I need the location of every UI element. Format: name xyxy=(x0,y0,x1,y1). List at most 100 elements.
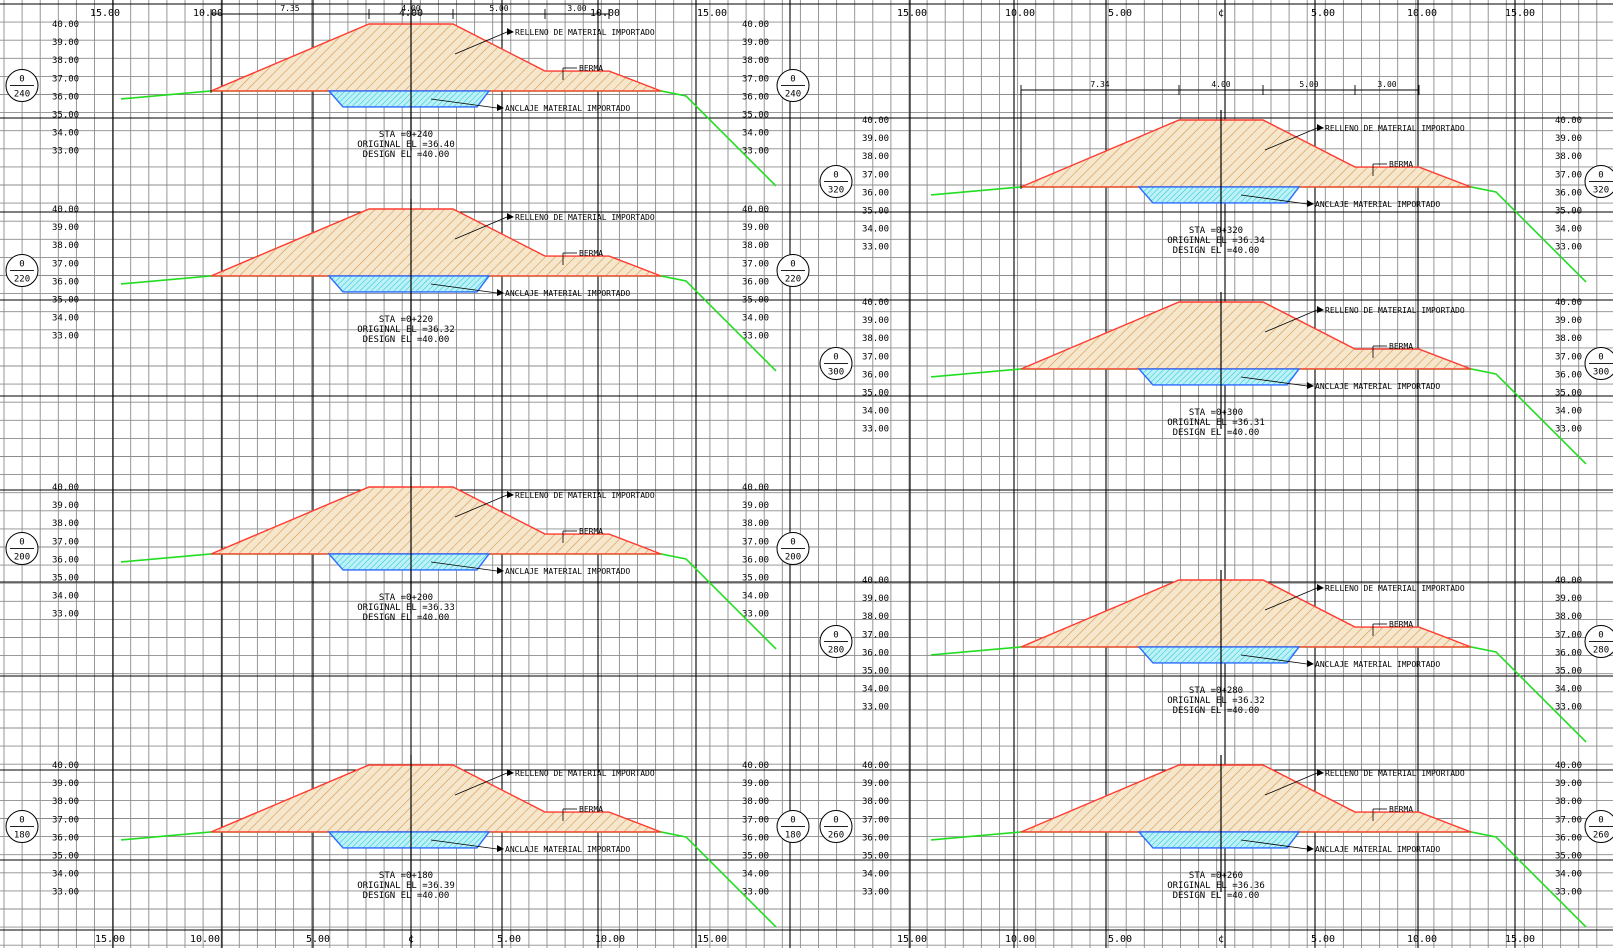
station-tag-bottom: 320 xyxy=(1593,186,1609,196)
axis-label: 10.00 xyxy=(193,8,223,19)
arrow-icon xyxy=(1307,659,1314,667)
elevation-label: 34.00 xyxy=(52,314,79,324)
berm-callout-label: BERMA xyxy=(1389,342,1413,351)
original-elevation-label: ORIGINAL EL =36.34 xyxy=(1167,236,1265,246)
elevation-label: 35.00 xyxy=(862,852,889,862)
axis-label: 10.00 xyxy=(1407,934,1437,945)
berm-callout-label: BERMA xyxy=(579,249,603,258)
design-elevation-label: DESIGN EL =40.00 xyxy=(363,891,450,901)
elevation-label: 39.00 xyxy=(742,501,769,511)
fill-callout-label: RELLENO DE MATERIAL IMPORTADO xyxy=(1325,306,1465,315)
elevation-label: 34.00 xyxy=(1555,870,1582,880)
elevation-label: 40.00 xyxy=(742,205,769,215)
station-tag-bottom: 220 xyxy=(785,275,801,285)
elevation-label: 33.00 xyxy=(742,610,769,620)
berm-callout-label: BERMA xyxy=(1389,805,1413,814)
station-label: STA =0+300 xyxy=(1189,408,1243,418)
elevation-label: 39.00 xyxy=(742,779,769,789)
axis-label: 5.00 xyxy=(1108,8,1132,19)
axis-label: ¢ xyxy=(1218,934,1224,945)
fill-body xyxy=(1020,579,1472,648)
elevation-label: 34.00 xyxy=(862,407,889,417)
station-tag-top: 0 xyxy=(790,75,795,85)
elevation-label: 40.00 xyxy=(52,761,79,771)
elevation-label: 39.00 xyxy=(1555,779,1582,789)
station-tag-bottom: 280 xyxy=(1593,646,1609,656)
axis-label: 15.00 xyxy=(897,8,927,19)
elevation-label: 35.00 xyxy=(862,667,889,677)
elevation-label: 36.00 xyxy=(1555,648,1582,658)
station-tag-bottom: 260 xyxy=(828,831,844,841)
axis-label: 15.00 xyxy=(897,934,927,945)
elevation-label: 38.00 xyxy=(742,56,769,66)
station-tag-top: 0 xyxy=(1598,171,1603,181)
axis-label: 5.00 xyxy=(1108,934,1132,945)
arrow-icon xyxy=(507,769,514,776)
elevation-label: 38.00 xyxy=(862,797,889,807)
fill-callout-label: RELLENO DE MATERIAL IMPORTADO xyxy=(1325,769,1465,778)
design-elevation-label: DESIGN EL =40.00 xyxy=(1173,246,1260,256)
elevation-label: 40.00 xyxy=(862,761,889,771)
cross-section: 40.00 40.00 39.00 39.00 38.00 38.00 37.00 37.00… xyxy=(819,80,1613,283)
cross-section: 40.00 40.00 39.00 39.00 38.00 38.00 37.00 37.00… xyxy=(5,477,810,650)
elevation-label: 34.00 xyxy=(742,870,769,880)
dimension-label: 5.00 xyxy=(489,4,508,13)
station-label: STA =0+220 xyxy=(379,315,433,325)
fill-callout-label: RELLENO DE MATERIAL IMPORTADO xyxy=(515,769,655,778)
elevation-label: 39.00 xyxy=(1555,134,1582,144)
elevation-label: 38.00 xyxy=(52,56,79,66)
original-elevation-label: ORIGINAL EL =36.36 xyxy=(1167,881,1265,891)
anchor-callout-leader xyxy=(430,98,498,109)
station-tag-bottom: 300 xyxy=(828,368,844,378)
elevation-label: 35.00 xyxy=(742,296,769,306)
elevation-label: 40.00 xyxy=(1555,116,1582,126)
dimension-label: 4.00 xyxy=(401,4,420,13)
elevation-label: 39.00 xyxy=(52,38,79,48)
fill-callout-label: RELLENO DE MATERIAL IMPORTADO xyxy=(515,213,655,222)
anchor-trench xyxy=(327,275,491,293)
axis-label: 15.00 xyxy=(697,8,727,19)
elevation-label: 39.00 xyxy=(1555,594,1582,604)
axis-label: ¢ xyxy=(1218,8,1224,19)
axis-label: 15.00 xyxy=(95,934,125,945)
station-tag-bottom: 300 xyxy=(1593,368,1609,378)
station-label: STA =0+280 xyxy=(1189,686,1243,696)
elevation-label: 33.00 xyxy=(862,703,889,713)
station-label: STA =0+240 xyxy=(379,130,433,140)
fill-callout-leader xyxy=(454,494,508,518)
elevation-label: 40.00 xyxy=(1555,576,1582,586)
station-label: STA =0+320 xyxy=(1189,226,1243,236)
elevation-label: 34.00 xyxy=(742,314,769,324)
cross-section: 40.00 40.00 39.00 39.00 38.00 38.00 37.00 37.00… xyxy=(5,755,810,928)
arrow-icon xyxy=(1307,199,1314,207)
station-tag-top: 0 xyxy=(1598,631,1603,641)
elevation-label: 40.00 xyxy=(862,576,889,586)
elevation-label: 35.00 xyxy=(52,852,79,862)
station-tag-bottom: 260 xyxy=(1593,831,1609,841)
cross-section: 40.00 40.00 39.00 39.00 38.00 38.00 37.00 37.00… xyxy=(819,570,1613,743)
fill-callout-label: RELLENO DE MATERIAL IMPORTADO xyxy=(515,491,655,500)
elevation-label: 34.00 xyxy=(52,129,79,139)
anchor-callout-label: ANCLAJE MATERIAL IMPORTADO xyxy=(505,845,630,854)
elevation-label: 35.00 xyxy=(1555,389,1582,399)
anchor-callout-label: ANCLAJE MATERIAL IMPORTADO xyxy=(1315,382,1440,391)
fill-callout-label: RELLENO DE MATERIAL IMPORTADO xyxy=(1325,584,1465,593)
original-elevation-label: ORIGINAL EL =36.31 xyxy=(1167,418,1265,428)
fill-callout-leader xyxy=(1264,772,1318,796)
fill-callout-leader xyxy=(1264,309,1318,333)
arrow-icon xyxy=(497,288,504,296)
elevation-label: 35.00 xyxy=(742,111,769,121)
arrow-icon xyxy=(507,28,514,35)
anchor-callout-label: ANCLAJE MATERIAL IMPORTADO xyxy=(505,567,630,576)
axis-label: 10.00 xyxy=(190,934,220,945)
dimension-label: 7.35 xyxy=(280,4,299,13)
elevation-label: 36.00 xyxy=(742,555,769,565)
axis-label: 5.00 xyxy=(1311,8,1335,19)
dimension-label: 3.00 xyxy=(1377,80,1396,89)
elevation-label: 38.00 xyxy=(862,334,889,344)
station-tag-top: 0 xyxy=(790,260,795,270)
anchor-trench xyxy=(327,831,491,849)
anchor-trench xyxy=(327,90,491,108)
original-elevation-label: ORIGINAL EL =36.33 xyxy=(357,603,455,613)
